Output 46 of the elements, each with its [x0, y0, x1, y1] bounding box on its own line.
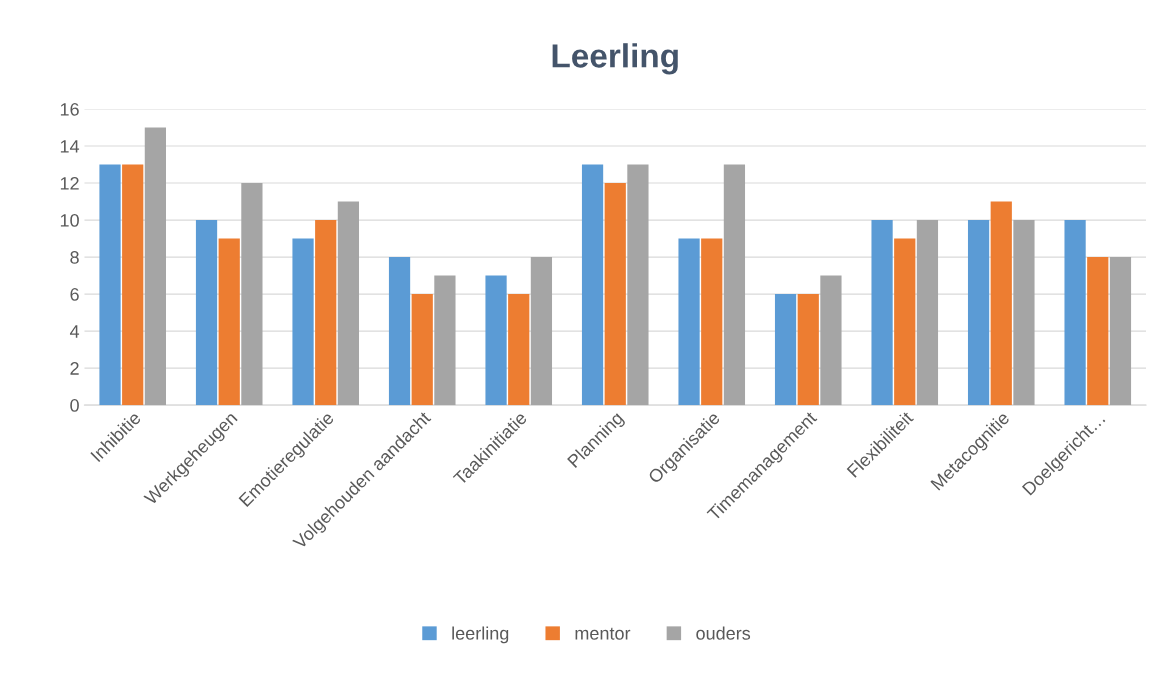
y-tick-label: 10: [60, 214, 79, 227]
bar: [871, 220, 893, 406]
bar: [99, 164, 121, 406]
y-tick-label: 2: [70, 362, 79, 375]
y-tick-label: 4: [69, 325, 80, 338]
bar: [678, 238, 700, 406]
legend-label: ouders: [696, 626, 751, 640]
bar: [218, 238, 240, 406]
bar: [604, 183, 626, 406]
legend-label: mentor: [575, 627, 631, 640]
bar: [627, 164, 649, 406]
bar: [315, 220, 337, 406]
bar: [797, 294, 819, 406]
y-tick-label: 6: [70, 288, 79, 301]
bar: [485, 275, 507, 406]
bar: [508, 294, 530, 406]
y-tick-label: 12: [60, 176, 79, 190]
bar: [530, 257, 553, 406]
bar: [1087, 257, 1109, 406]
bar: [388, 257, 411, 406]
chart-title: Leerling: [552, 43, 678, 75]
bar: [1013, 220, 1035, 406]
bar: [967, 220, 990, 406]
bar: [774, 294, 797, 406]
y-tick-label: 16: [60, 102, 79, 116]
bar: [337, 201, 360, 406]
bar: [701, 238, 723, 406]
bar: [144, 127, 166, 406]
y-tick-label: 14: [60, 140, 80, 153]
bar: [122, 164, 144, 406]
bar: [990, 201, 1012, 406]
bar: [292, 238, 314, 406]
bar: [411, 294, 433, 406]
bar: [723, 164, 746, 406]
bar: [241, 183, 263, 406]
bar: [434, 275, 456, 406]
bar: [916, 220, 939, 406]
bar: [894, 238, 916, 406]
y-tick-label: 8: [70, 251, 79, 264]
y-tick-label: 0: [70, 399, 79, 412]
bar: [820, 275, 842, 406]
bar: [1064, 220, 1086, 406]
legend-label: leerling: [452, 626, 509, 644]
bar: [581, 164, 604, 406]
bar: [1109, 257, 1132, 406]
bar: [195, 220, 218, 406]
